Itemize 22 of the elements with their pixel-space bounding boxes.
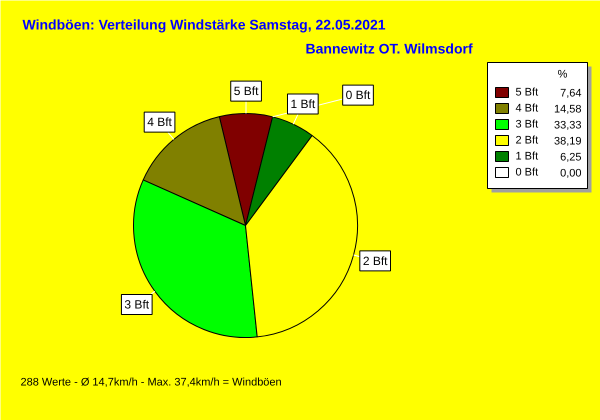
slice-label: 3 Bft [124, 298, 150, 312]
data-label: 6,25 [560, 152, 582, 164]
legend-label: 5 Bft [516, 86, 538, 98]
slice-label: 4 Bft [147, 115, 173, 130]
text: 0,00 [560, 168, 582, 180]
slice-label: 5 Bft [234, 84, 260, 98]
text: 288 Werte - Ø 14,7km/h - Max. 37,4km/h = Windböen [20, 376, 282, 388]
chart-subtitle: Bannewitz OT. Wilmsdorf [306, 40, 473, 56]
legend-title: % [558, 68, 568, 80]
data-label: 33,33 [554, 120, 582, 132]
data-label: 38,19 [554, 136, 582, 148]
legend-label: 4 Bft [516, 102, 538, 114]
data-label: 7,64 [560, 88, 582, 100]
legend-label: 0 Bft [516, 166, 538, 178]
slice-label: 2 Bft [362, 254, 388, 268]
legend-label: 1 Bft [516, 150, 538, 162]
legend-label: 3 Bft [516, 118, 538, 130]
slice-label: 1 Bft [290, 96, 316, 111]
data-label: 14,58 [554, 104, 582, 116]
chart-title: Windböen: Verteilung Windstärke Samstag, 22.05.2021 [22, 16, 386, 32]
category-label: 0 Bft [346, 88, 370, 102]
legend-label: 2 Bft [516, 134, 538, 146]
